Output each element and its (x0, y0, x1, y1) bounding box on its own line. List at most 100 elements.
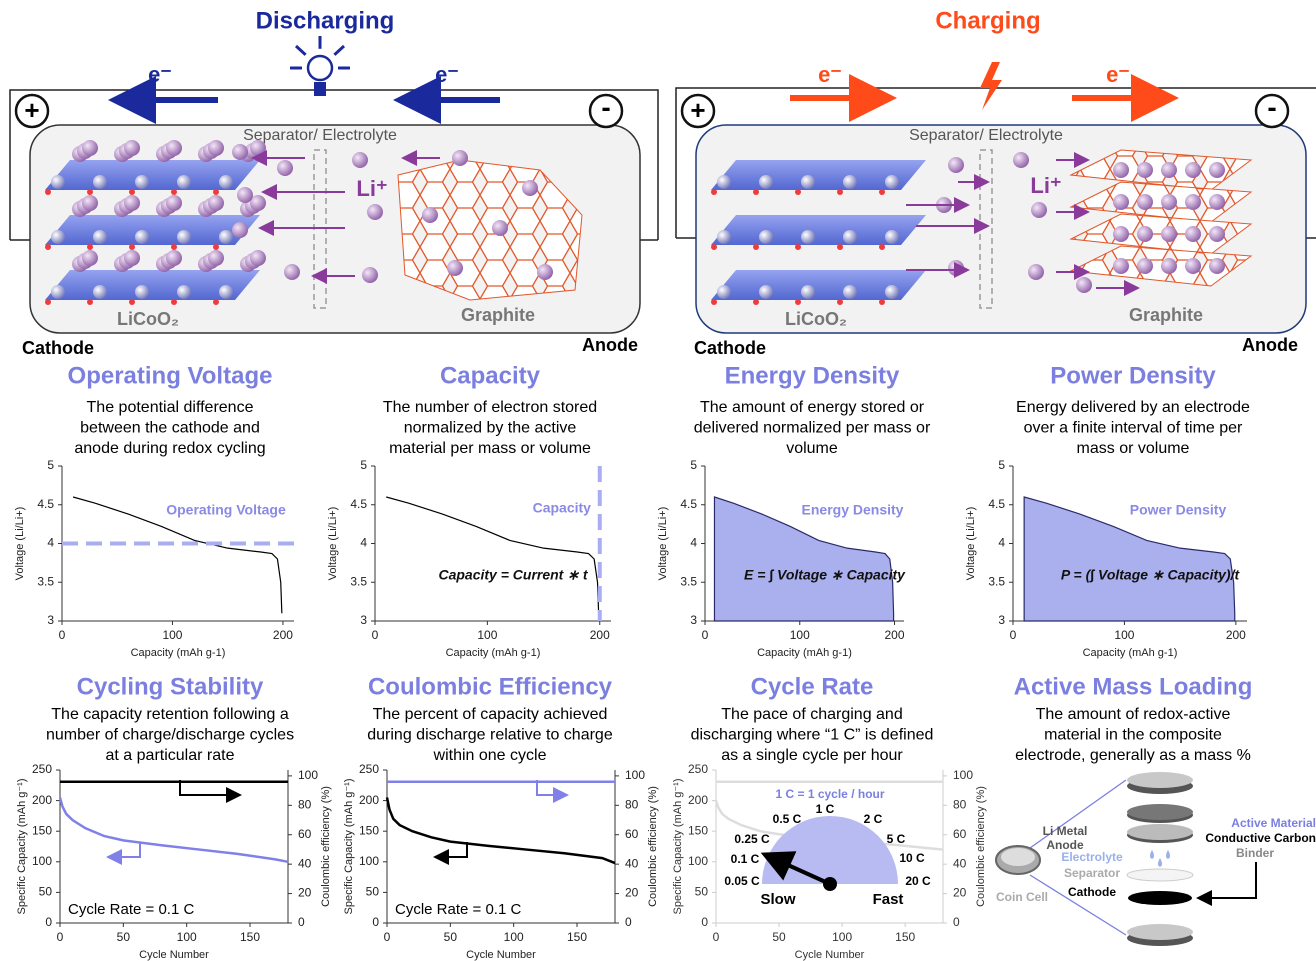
lattice-ion (93, 285, 107, 299)
panel-title: Active Mass Loading (1014, 673, 1253, 700)
y-tick-label: 3 (998, 613, 1005, 627)
electron-label: e⁻ (818, 62, 842, 87)
axis-indicator (179, 780, 242, 803)
lattice-oxygen (795, 189, 801, 195)
lithium (232, 222, 248, 238)
lithium (1161, 194, 1177, 210)
panel-description: during discharge relative to charge (367, 727, 613, 744)
x-tick-label: 0 (57, 930, 64, 944)
lithium (948, 157, 964, 173)
y-tick-label: 250 (688, 762, 708, 776)
gauge-rate: 5 C (887, 832, 906, 846)
anode-label: Anode (582, 335, 638, 355)
y-tick-label: 0 (372, 915, 379, 929)
y-tick-label: 4 (690, 536, 697, 550)
y-tick-label: 5 (998, 458, 1005, 472)
ion-label: Li⁺ (356, 176, 387, 201)
cell-disk (1127, 824, 1193, 840)
panel-description: The percent of capacity achieved (373, 706, 608, 723)
lattice-oxygen (711, 189, 717, 195)
lattice-ion (759, 175, 773, 189)
lattice-ion (177, 175, 191, 189)
panel-description: anode during redox cycling (74, 440, 265, 457)
x-axis-label: Cycle Number (466, 949, 536, 961)
panel-description: mass or volume (1077, 440, 1190, 457)
panel-description: The amount of energy stored or (700, 399, 925, 416)
lithium (166, 250, 182, 266)
lithium (352, 152, 368, 168)
lithium (277, 160, 293, 176)
panel-description: The amount of redox-active (1036, 706, 1231, 723)
lithium (422, 207, 438, 223)
gauge-rate: 20 C (905, 874, 931, 888)
lithium (208, 250, 224, 266)
electron-label: e⁻ (1106, 62, 1130, 87)
y-tick-label: 200 (32, 793, 52, 807)
line (386, 496, 600, 614)
lattice-ion (843, 175, 857, 189)
component-label: Binder (1236, 846, 1274, 860)
separator-label: Separator/ Electrolyte (243, 127, 397, 144)
panel-title: Power Density (1050, 362, 1216, 389)
mode-title: Charging (935, 7, 1040, 34)
component-arrow (1196, 862, 1257, 906)
terminal-minus: - (1267, 91, 1276, 122)
lattice-oxygen (837, 189, 843, 195)
panel-description: discharging where “1 C” is defined (691, 727, 934, 744)
panel-description: electrode, generally as a mass % (1015, 747, 1251, 764)
lattice-ion (885, 285, 899, 299)
y-axis-label: Specific Capacity (mAh g⁻¹) (16, 778, 28, 914)
y2-axis-label: Coulombic efficiency (%) (647, 786, 659, 907)
lattice-oxygen (129, 244, 135, 250)
lattice-oxygen (213, 189, 219, 195)
x-tick-label: 100 (477, 628, 497, 642)
x-tick-label: 0 (384, 930, 391, 944)
y-tick-label: 0 (45, 915, 52, 929)
x-tick-label: 100 (832, 930, 852, 944)
lattice-oxygen (213, 299, 219, 305)
y-axis-label: Voltage (Li/Li+) (657, 507, 669, 581)
y-tick-label: 4 (47, 536, 54, 550)
lithium (250, 250, 266, 266)
lithium (124, 140, 140, 156)
x-tick-label: 0 (59, 628, 66, 642)
component-label: Active Material (1231, 816, 1316, 830)
lithium (362, 267, 378, 283)
lithium (82, 195, 98, 211)
lattice-ion (843, 230, 857, 244)
lattice-oxygen (837, 244, 843, 250)
gauge-rate: 10 C (899, 851, 925, 865)
line (72, 496, 283, 614)
lithium (1209, 258, 1225, 274)
y-axis-label: Specific Capacity (mAh g⁻¹) (343, 778, 355, 914)
y2-tick-label: 0 (298, 915, 305, 929)
terminal (1254, 93, 1290, 129)
y2-tick-label: 40 (953, 856, 967, 870)
cathode-label: Cathode (694, 338, 766, 358)
y-tick-label: 3.5 (680, 574, 697, 588)
bulb-base (314, 82, 326, 96)
electrolyte-drop (1158, 858, 1162, 867)
panel-description: The pace of charging and (721, 706, 902, 723)
x-tick-label: 50 (772, 930, 786, 944)
separator-label: Separator (1064, 866, 1120, 880)
y-tick-label: 150 (32, 823, 52, 837)
wire (9, 89, 659, 240)
y-tick-label: 250 (359, 762, 379, 776)
lattice-oxygen (753, 189, 759, 195)
lattice-oxygen (171, 189, 177, 195)
y-tick-label: 5 (360, 458, 367, 472)
x-tick-label: 150 (895, 930, 915, 944)
gauge-rate: 0.05 C (724, 874, 760, 888)
y-tick-label: 0 (701, 915, 708, 929)
lattice-ion (93, 230, 107, 244)
terminal-minus: - (601, 91, 610, 122)
y-tick-label: 3.5 (37, 574, 54, 588)
lattice-ion (135, 285, 149, 299)
lattice-ion (135, 230, 149, 244)
x-tick-label: 200 (273, 628, 293, 642)
area (713, 496, 895, 622)
y-axis-label: Specific Capacity (mAh g⁻¹) (672, 778, 684, 914)
y2-tick-label: 80 (953, 797, 967, 811)
